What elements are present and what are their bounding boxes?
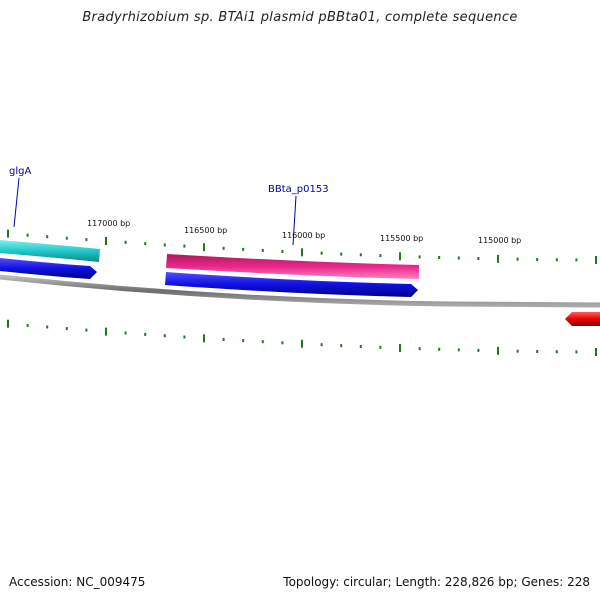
- scale-label-116500: 116500 bp: [184, 226, 227, 235]
- outer-ticks: [7, 229, 597, 264]
- scale-label-117000: 117000 bp: [87, 219, 130, 228]
- map-title: Bradyrhizobium sp. BTAi1 plasmid pBBta01…: [82, 10, 518, 25]
- gene-pink-bbta-p0153: [166, 254, 419, 279]
- scale-label-115500: 115500 bp: [380, 234, 423, 243]
- gene-blue-left: [0, 258, 97, 279]
- gene-red-right: [565, 312, 600, 326]
- gene-label-glgA: glgA: [9, 166, 31, 177]
- backbone-line: [0, 274, 600, 308]
- topology-summary-text: Topology: circular; Length: 228,826 bp; …: [283, 575, 590, 589]
- bbta-label-line: [292, 195, 297, 246]
- accession-text: Accession: NC_009475: [9, 575, 146, 589]
- gene-blue-main: [165, 272, 418, 297]
- gene-cyan-glgA: [0, 240, 100, 262]
- gene-label-bbta-p0153: BBta_p0153: [268, 184, 329, 195]
- scale-label-115000: 115000 bp: [478, 236, 521, 245]
- glgA-label-line: [13, 177, 20, 228]
- inner-ticks: [7, 319, 597, 356]
- scale-label-116000: 116000 bp: [282, 231, 325, 240]
